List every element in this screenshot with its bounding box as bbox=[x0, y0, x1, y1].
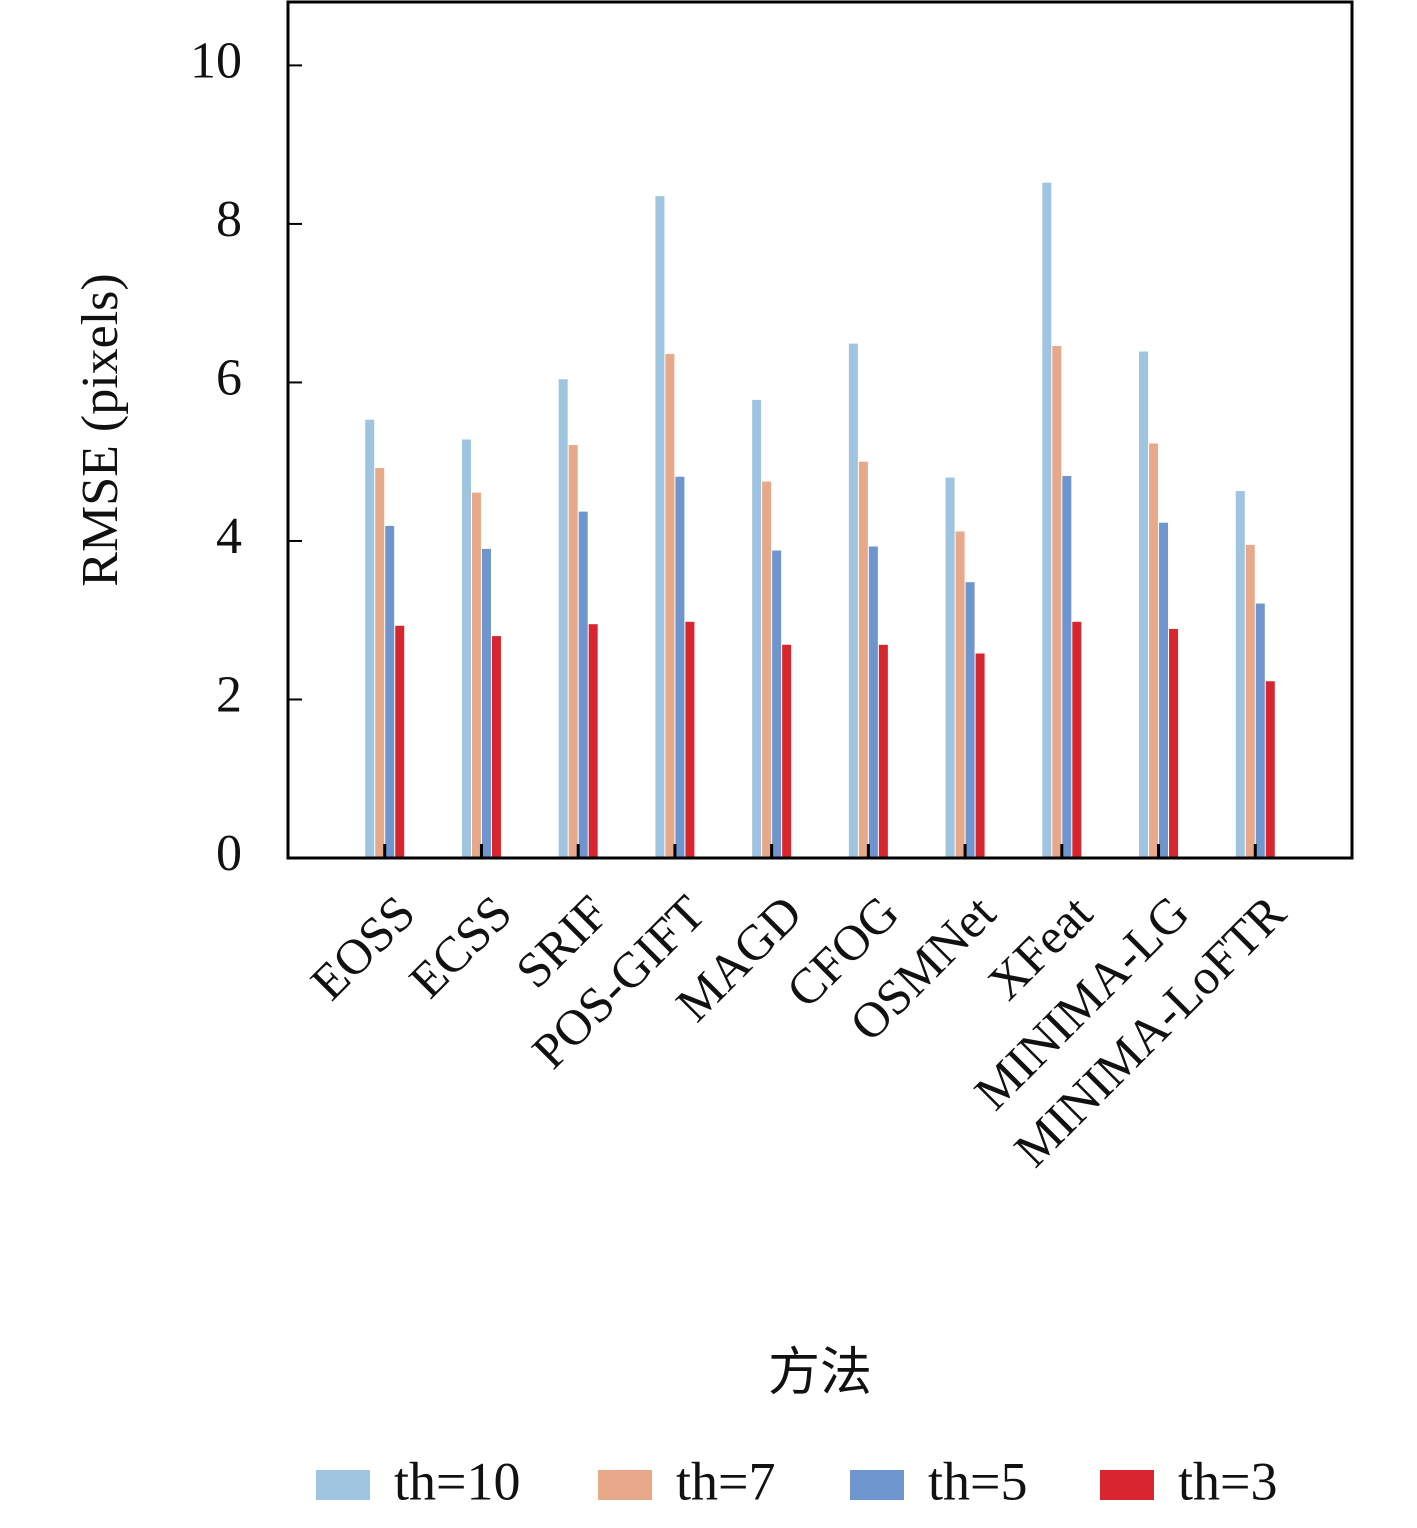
bar bbox=[1235, 491, 1245, 858]
legend-label: th=10 bbox=[394, 1451, 520, 1511]
bar bbox=[945, 477, 955, 858]
bar bbox=[858, 461, 868, 858]
y-tick-label: 4 bbox=[216, 508, 242, 565]
bar bbox=[375, 468, 385, 858]
legend-swatch bbox=[316, 1470, 370, 1500]
bar bbox=[558, 379, 568, 858]
bar bbox=[878, 644, 888, 858]
bar bbox=[568, 445, 578, 858]
bar bbox=[461, 439, 471, 858]
bar bbox=[762, 481, 772, 858]
legend-label: th=3 bbox=[1178, 1451, 1277, 1511]
legend-label: th=5 bbox=[928, 1451, 1027, 1511]
bar bbox=[395, 625, 405, 858]
legend-label: th=7 bbox=[676, 1451, 775, 1511]
y-tick-label: 10 bbox=[190, 32, 242, 89]
bar bbox=[955, 531, 965, 858]
bar bbox=[491, 636, 501, 858]
bar bbox=[1149, 443, 1159, 858]
bar bbox=[665, 353, 675, 858]
y-tick-label: 2 bbox=[216, 666, 242, 723]
legend-swatch bbox=[598, 1470, 652, 1500]
bar bbox=[848, 343, 858, 858]
bar bbox=[1139, 351, 1149, 858]
bar bbox=[772, 550, 782, 858]
bar bbox=[782, 644, 792, 858]
bar bbox=[655, 196, 665, 858]
bar bbox=[868, 546, 878, 858]
bar bbox=[365, 419, 375, 858]
bar bbox=[965, 582, 975, 858]
bar bbox=[752, 399, 762, 858]
bar bbox=[1265, 681, 1275, 858]
x-tick-label: EOSS bbox=[300, 884, 426, 1010]
bar bbox=[975, 653, 985, 858]
x-axis-label: 方法 bbox=[768, 1345, 872, 1402]
bar bbox=[1052, 345, 1062, 858]
bar bbox=[1062, 475, 1072, 858]
y-axis-label: RMSE (pixels) bbox=[72, 273, 129, 586]
bar bbox=[385, 525, 395, 858]
legend-swatch bbox=[1100, 1470, 1154, 1500]
bar bbox=[675, 476, 685, 858]
plot-frame bbox=[286, 0, 1354, 860]
bar bbox=[1255, 603, 1265, 858]
bar bbox=[1159, 522, 1169, 858]
bar bbox=[588, 624, 598, 858]
bar bbox=[1169, 628, 1179, 858]
bar bbox=[471, 492, 481, 858]
y-tick-label: 6 bbox=[216, 349, 242, 406]
bar bbox=[685, 621, 695, 858]
bar bbox=[578, 511, 588, 858]
bar bbox=[1072, 621, 1082, 858]
x-tick-label: ECSS bbox=[398, 884, 522, 1008]
bar bbox=[481, 548, 491, 858]
y-tick-label: 0 bbox=[216, 825, 242, 882]
bar bbox=[1042, 182, 1052, 858]
y-tick-label: 8 bbox=[216, 191, 242, 248]
legend-swatch bbox=[850, 1470, 904, 1500]
bar bbox=[1245, 544, 1255, 858]
